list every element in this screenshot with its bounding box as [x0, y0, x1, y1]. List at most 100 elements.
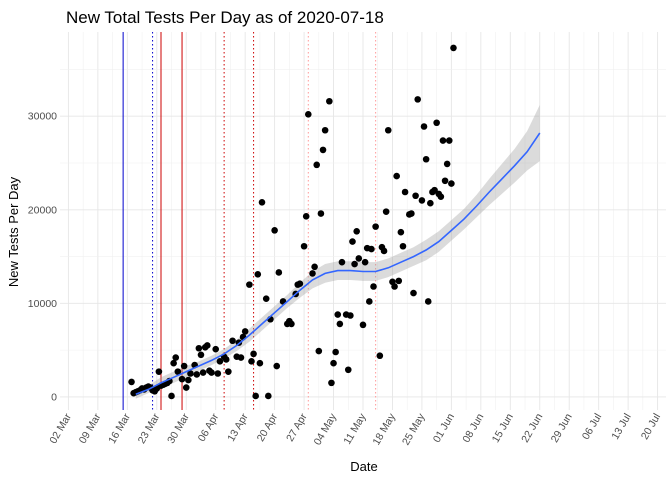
x-tick-label: 22 Jun [519, 411, 545, 444]
data-point [433, 119, 440, 127]
x-tick-label: 01 Jun [431, 411, 457, 444]
data-point [450, 44, 457, 52]
data-point [317, 210, 325, 217]
y-tick-label: 10000 [28, 298, 57, 310]
x-tick-label: 13 Apr [225, 411, 251, 444]
x-tick-label: 08 Jun [460, 411, 486, 444]
data-point [214, 370, 222, 377]
data-point [391, 283, 398, 290]
data-point [195, 344, 203, 352]
data-point [353, 227, 360, 235]
x-tick-label: 30 Mar [165, 411, 192, 446]
x-tick-label: 06 Apr [196, 411, 222, 444]
data-point [178, 375, 186, 383]
x-tick-label: 02 Mar [47, 411, 74, 446]
y-tick-label: 20000 [28, 204, 57, 216]
data-point [399, 242, 407, 250]
data-point [246, 281, 253, 288]
x-tick-label: 11 May [341, 411, 369, 447]
data-point [347, 312, 354, 319]
data-point [275, 269, 283, 276]
data-point [216, 358, 224, 365]
data-point [445, 137, 453, 144]
data-point [222, 356, 230, 363]
data-points [128, 44, 457, 400]
data-point [326, 97, 333, 105]
data-point [401, 188, 409, 196]
x-tick-label: 13 Jul [609, 412, 633, 442]
data-point [330, 359, 337, 367]
data-point [248, 358, 255, 365]
data-point [180, 362, 188, 370]
confidence-band-area [135, 104, 540, 399]
data-point [311, 263, 318, 271]
data-point [304, 111, 312, 118]
data-point [271, 227, 278, 234]
x-tick-label: 04 May [312, 411, 340, 447]
data-point [187, 370, 194, 377]
data-point [338, 258, 346, 266]
reference-lines [122, 32, 377, 410]
data-point [197, 351, 205, 359]
data-point [349, 238, 356, 245]
data-point [241, 328, 249, 335]
data-point [225, 368, 232, 375]
data-point [254, 271, 262, 278]
data-point [422, 155, 430, 163]
x-tick-label: 23 Mar [136, 411, 163, 446]
data-point [437, 193, 445, 200]
data-point [155, 368, 163, 375]
data-point [420, 123, 428, 130]
x-tick-label: 16 Mar [106, 411, 133, 446]
data-point [332, 348, 339, 356]
x-tick-label: 09 Mar [77, 411, 104, 446]
data-point [410, 289, 417, 297]
data-point [185, 376, 192, 384]
x-tick-label: 06 Jul [580, 412, 604, 442]
data-point [302, 213, 310, 220]
data-point [380, 247, 388, 255]
confidence-band [135, 104, 540, 399]
data-point [319, 146, 327, 154]
data-point [212, 345, 220, 353]
data-point [397, 228, 405, 236]
data-point [315, 347, 323, 355]
data-point [366, 298, 373, 305]
data-point [414, 96, 422, 103]
data-point [361, 258, 369, 266]
data-point [393, 172, 400, 180]
data-point [262, 295, 270, 302]
data-point [237, 354, 245, 361]
data-point [370, 283, 377, 290]
x-tick-label: 20 Jul [639, 412, 663, 442]
data-point [296, 280, 304, 287]
x-tick-label: 27 Apr [284, 411, 310, 444]
data-point [408, 210, 415, 217]
x-tick-label: 18 May [370, 411, 398, 447]
data-point [203, 342, 211, 349]
data-point [199, 369, 207, 376]
data-point [431, 186, 438, 194]
data-point [382, 208, 390, 215]
x-tick-label: 29 Jun [549, 411, 575, 444]
chart-title: New Total Tests Per Day as of 2020-07-18 [66, 8, 384, 27]
x-tick-label: 25 May [400, 411, 428, 447]
data-point [182, 384, 190, 391]
data-point [359, 321, 367, 329]
data-point [427, 199, 434, 207]
data-point [321, 126, 329, 134]
x-axis-ticks: 02 Mar 09 Mar 16 Mar 23 Mar 30 Mar 06 Apr 13 A… [47, 411, 663, 447]
data-point [344, 366, 352, 374]
data-point [376, 352, 384, 360]
data-point [418, 197, 426, 204]
data-point [128, 378, 135, 386]
data-point [351, 260, 358, 268]
data-point [448, 180, 455, 187]
data-point [273, 362, 281, 370]
data-point [395, 277, 403, 285]
gridlines [60, 32, 666, 410]
smooth-trend [135, 132, 541, 396]
x-tick-label: 20 Apr [255, 411, 281, 444]
